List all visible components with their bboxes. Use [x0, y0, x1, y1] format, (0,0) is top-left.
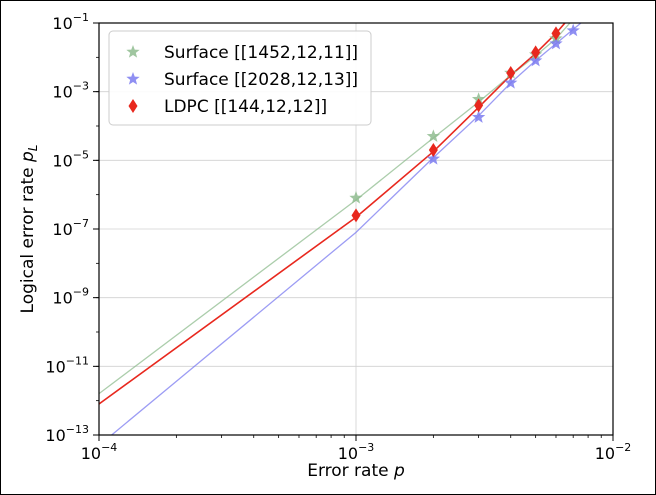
- data-point-2: [428, 142, 438, 157]
- legend-marker-2: [128, 99, 138, 113]
- data-point-1: [528, 53, 543, 67]
- x-tick-label: 10−2: [595, 441, 632, 463]
- y-axis-title: Logical error rate pL: [18, 145, 40, 314]
- data-point-2: [531, 45, 541, 60]
- legend-marker-0: [126, 45, 140, 58]
- axis-titles: Error rate p Logical error rate pL: [18, 145, 405, 481]
- ticks: 10−4 10−3 10−2 10−13 10−11 10−9 10−7 10−5 10−3 10…: [45, 11, 631, 463]
- y-tick-label: 10−5: [52, 148, 89, 170]
- legend-label-0: Surface [[1452,12,11]]: [164, 43, 358, 63]
- data-point-2: [506, 65, 516, 80]
- x-axis-title: Error rate p: [307, 461, 405, 481]
- y-tick-label: 10−1: [52, 11, 89, 33]
- data-point-0: [349, 190, 363, 204]
- data-point-1: [566, 23, 580, 37]
- y-tick-label: 10−13: [45, 423, 89, 445]
- legend-marker-1: [126, 72, 140, 85]
- data-point-1: [549, 36, 563, 50]
- x-tick-label: 10−3: [338, 441, 375, 463]
- legend-label-2: LDPC [[144,12,12]]: [164, 97, 327, 117]
- data-point-1: [471, 110, 486, 123]
- data-point-0: [426, 129, 441, 142]
- y-tick-label: 10−7: [52, 217, 89, 239]
- y-tick-label: 10−11: [45, 354, 89, 376]
- legend-label-1: Surface [[2028,12,13]]: [164, 70, 358, 90]
- legend-box: [108, 30, 372, 126]
- y-tick-label: 10−3: [52, 80, 89, 102]
- data-point-1: [504, 75, 518, 89]
- data-point-2: [551, 26, 561, 41]
- x-tick-label: 10−4: [81, 441, 118, 463]
- data-markers: [349, 23, 580, 223]
- data-point-1: [426, 151, 441, 165]
- legend: Surface [[1452,12,11]] Surface [[2028,12,…: [108, 30, 372, 126]
- y-tick-label: 10−9: [52, 286, 89, 308]
- data-point-2: [474, 98, 484, 113]
- data-point-2: [351, 208, 361, 223]
